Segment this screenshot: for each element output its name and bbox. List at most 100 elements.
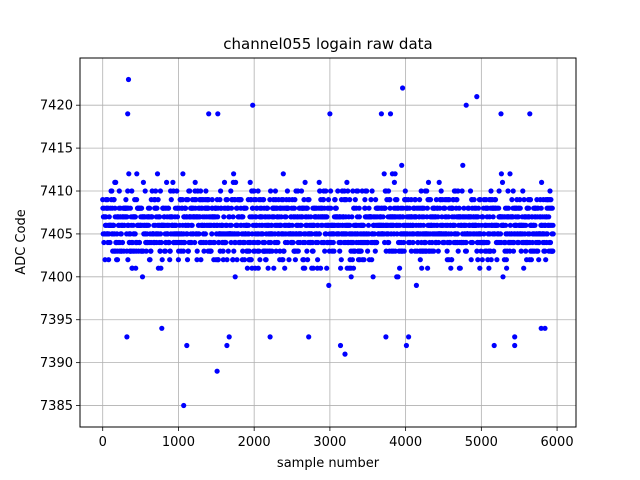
data-point [504, 266, 509, 271]
data-point [497, 188, 502, 193]
data-point [146, 223, 151, 228]
data-point [223, 240, 228, 245]
data-point [437, 180, 442, 185]
outlier-point [250, 103, 255, 108]
data-point [366, 206, 371, 211]
outlier-point [125, 111, 130, 116]
data-point [499, 171, 504, 176]
y-tick-label: 7385 [40, 399, 73, 414]
data-point [361, 223, 366, 228]
data-point [293, 257, 298, 262]
data-point [339, 257, 344, 262]
data-point [362, 197, 367, 202]
data-point [436, 249, 441, 254]
data-point [242, 257, 247, 262]
data-point [160, 257, 165, 262]
data-point [364, 188, 369, 193]
data-point [382, 171, 387, 176]
data-point [507, 171, 512, 176]
data-point [215, 214, 220, 219]
data-point [143, 188, 148, 193]
data-point [338, 266, 343, 271]
data-point [469, 257, 474, 262]
data-point [521, 266, 526, 271]
data-point [401, 240, 406, 245]
data-point [153, 188, 158, 193]
data-point [209, 249, 214, 254]
data-point [198, 188, 203, 193]
data-point [511, 249, 516, 254]
data-point [249, 257, 254, 262]
data-point [456, 249, 461, 254]
outlier-point [400, 85, 405, 90]
data-point [203, 231, 208, 236]
y-axis-label: ADC Code [14, 209, 29, 274]
data-point [328, 206, 333, 211]
data-point [303, 180, 308, 185]
data-point [489, 257, 494, 262]
data-point [125, 257, 130, 262]
data-point [264, 257, 269, 262]
data-point [292, 206, 297, 211]
data-point [493, 197, 498, 202]
data-point [158, 188, 163, 193]
data-point [500, 274, 505, 279]
data-point [371, 274, 376, 279]
data-point [305, 206, 310, 211]
outlier-point [492, 343, 497, 348]
data-point [543, 257, 548, 262]
data-point [280, 257, 285, 262]
data-point [119, 231, 124, 236]
outlier-point [404, 343, 409, 348]
data-point [539, 180, 544, 185]
data-point [349, 214, 354, 219]
x-tick-label: 2000 [238, 435, 271, 450]
x-tick-label: 1000 [162, 435, 195, 450]
data-point [374, 240, 379, 245]
data-point [234, 257, 239, 262]
data-point [244, 206, 249, 211]
data-point [167, 257, 172, 262]
data-point [158, 231, 163, 236]
data-point [283, 214, 288, 219]
outlier-point [512, 343, 517, 348]
data-point [326, 283, 331, 288]
data-point [357, 206, 362, 211]
outlier-point [181, 403, 186, 408]
data-point [137, 240, 142, 245]
data-point [107, 214, 112, 219]
data-point [257, 257, 262, 262]
data-point [275, 240, 280, 245]
data-point [326, 197, 331, 202]
data-point [222, 180, 227, 185]
data-point [291, 240, 296, 245]
data-point [500, 180, 505, 185]
data-point [439, 188, 444, 193]
data-point [169, 197, 174, 202]
outlier-point [224, 343, 229, 348]
data-point [170, 180, 175, 185]
data-point [168, 249, 173, 254]
data-point [331, 240, 336, 245]
data-point [115, 257, 120, 262]
data-point [305, 257, 310, 262]
data-point [246, 223, 251, 228]
data-point [163, 249, 168, 254]
data-point [442, 206, 447, 211]
data-point [403, 188, 408, 193]
data-point [419, 266, 424, 271]
data-point [140, 274, 145, 279]
data-point [183, 206, 188, 211]
data-point [464, 249, 469, 254]
data-point [141, 180, 146, 185]
data-point [386, 240, 391, 245]
data-point [192, 240, 197, 245]
data-point [373, 197, 378, 202]
data-point [281, 171, 286, 176]
data-point [347, 197, 352, 202]
data-point [464, 240, 469, 245]
data-point [285, 188, 290, 193]
data-point [503, 223, 508, 228]
data-point [133, 266, 138, 271]
data-point [383, 206, 388, 211]
